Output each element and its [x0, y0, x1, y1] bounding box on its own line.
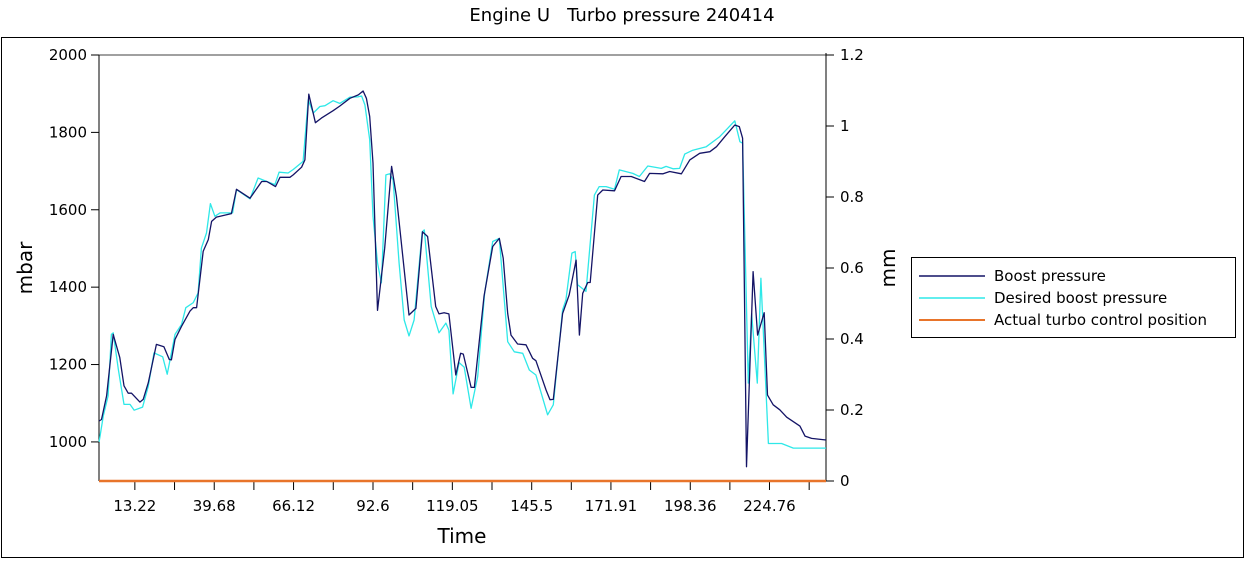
legend-label-desired: Desired boost pressure: [994, 289, 1167, 307]
chart-frame: [1, 37, 1244, 558]
y2-tick-label: 0.2: [840, 401, 864, 419]
y2-tick-label: 1.2: [840, 46, 864, 64]
x-tick-label: 171.91: [585, 497, 638, 515]
x-tick-label: 66.12: [272, 497, 315, 515]
y-tick-label: 1400: [49, 278, 87, 296]
x-tick-label: 198.36: [664, 497, 717, 515]
x-tick-label: 92.6: [356, 497, 389, 515]
desired-boost-pressure-line: [98, 95, 826, 449]
y2-tick-label: 1: [840, 117, 850, 135]
y2-tick-label: 0.4: [840, 330, 864, 348]
y-tick-label: 2000: [49, 46, 87, 64]
y-axis-label: mbar: [13, 241, 37, 294]
legend: Boost pressure Desired boost pressure Ac…: [911, 257, 1236, 338]
x-tick-label: 39.68: [193, 497, 236, 515]
y-tick-label: 1600: [49, 201, 87, 219]
boost-pressure-line: [98, 90, 827, 468]
y2-tick-label: 0.8: [840, 188, 864, 206]
y-tick-label: 1200: [49, 356, 87, 374]
x-tick-label: 224.76: [743, 497, 796, 515]
y2-axis-label: mm: [876, 249, 900, 288]
y-tick-label: 1000: [49, 433, 87, 451]
x-tick-label: 13.22: [113, 497, 156, 515]
x-axis-label: Time: [437, 524, 487, 548]
y-tick-label: 1800: [49, 123, 87, 141]
chart-title: Engine U Turbo pressure 240414: [469, 5, 774, 26]
y2-tick-label: 0.6: [840, 259, 864, 277]
series-lines: [98, 90, 827, 483]
x-tick-label: 119.05: [426, 497, 479, 515]
axes: 1000 1200 1400 1600 1800 2000 0 0.2 0.4 0.6 0.8 1 1.…: [49, 46, 864, 515]
x-tick-label: 145.5: [510, 497, 553, 515]
y2-tick-label: 0: [840, 472, 850, 490]
legend-label-turbo-position: Actual turbo control position: [994, 311, 1207, 329]
legend-label-boost: Boost pressure: [994, 267, 1106, 285]
